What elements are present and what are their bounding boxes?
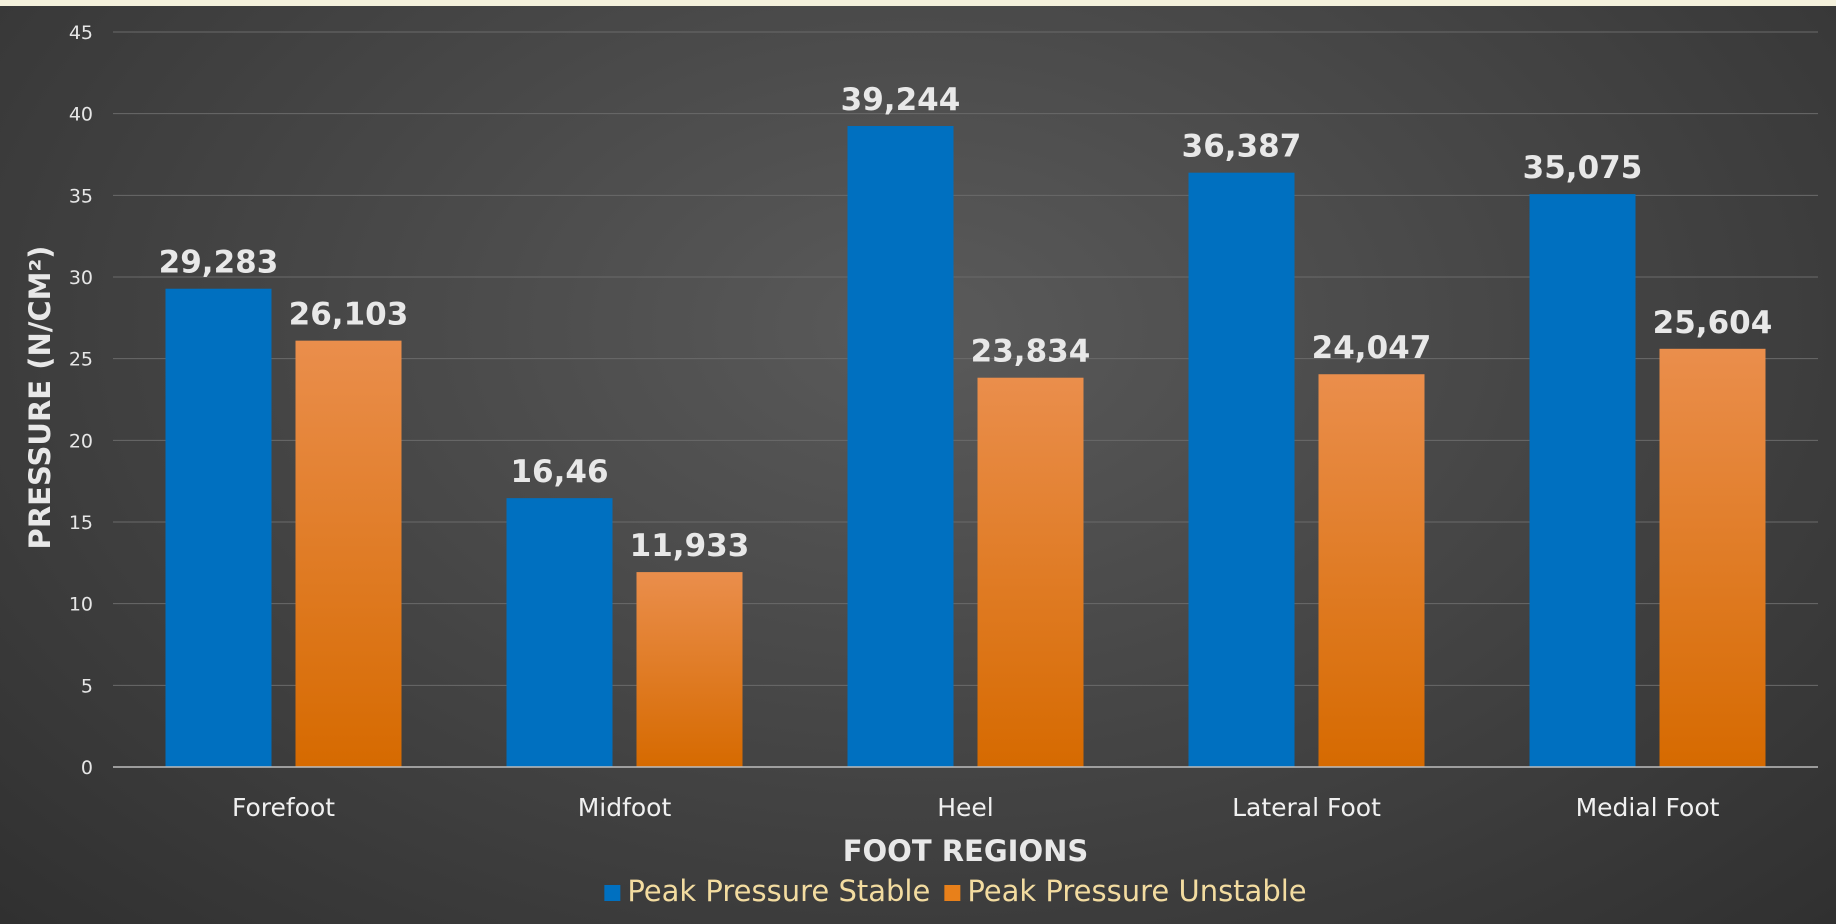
data-label: 23,834 (971, 334, 1091, 370)
legend-swatch (604, 885, 621, 901)
data-label: 29,283 (159, 245, 279, 281)
x-category-label: Lateral Foot (1232, 793, 1381, 822)
y-tick-label: 45 (69, 22, 93, 44)
data-label: 26,103 (289, 297, 409, 333)
data-labels: 29,283 26,103 16,46 11,933 39,244 23,834 36,38… (159, 82, 1773, 564)
y-tick-label: 20 (69, 430, 93, 452)
y-tick-label: 0 (81, 757, 93, 779)
y-tick-label: 10 (69, 594, 93, 616)
bar-peak-pressure-unstable-medial-foot (1659, 348, 1766, 767)
y-tick-label: 30 (69, 267, 93, 289)
bar-chart: 0 5 10 15 20 25 30 35 40 45 29,283 26,103 16,46 11,9… (23, 22, 1818, 908)
chart-panel: 0 5 10 15 20 25 30 35 40 45 29,283 26,103 16,46 11,9… (0, 6, 1836, 924)
y-tick-label: 40 (69, 104, 93, 126)
data-label: 25,604 (1653, 305, 1773, 341)
data-label: 24,047 (1312, 330, 1432, 366)
data-label: 39,244 (841, 82, 961, 118)
data-label: 36,387 (1182, 129, 1302, 165)
x-category-label: Medial Foot (1576, 793, 1720, 822)
x-axis-categories: Forefoot Midfoot Heel Lateral Foot Medial Fo… (232, 793, 1720, 822)
y-axis-title: PRESSURE (N/CM²) (23, 246, 57, 550)
bar-peak-pressure-unstable-heel (977, 377, 1084, 767)
x-axis-title: FOOT REGIONS (843, 834, 1089, 868)
data-label: 35,075 (1523, 150, 1643, 186)
bar-peak-pressure-stable-forefoot (165, 288, 272, 767)
x-category-label: Heel (937, 793, 994, 822)
legend-label: Peak Pressure Unstable (967, 874, 1306, 908)
y-axis-ticks: 0 5 10 15 20 25 30 35 40 45 (69, 22, 93, 779)
bar-peak-pressure-unstable-lateral-foot (1318, 374, 1425, 767)
legend-label: Peak Pressure Stable (627, 874, 930, 908)
bars (165, 126, 1766, 768)
bar-peak-pressure-stable-midfoot (506, 498, 613, 767)
bar-peak-pressure-stable-heel (847, 126, 954, 768)
data-label: 11,933 (630, 528, 750, 564)
data-label: 16,46 (510, 454, 608, 490)
bar-peak-pressure-stable-medial-foot (1529, 194, 1636, 767)
bar-peak-pressure-unstable-midfoot (636, 572, 743, 767)
x-category-label: Forefoot (232, 793, 335, 822)
legend: Peak Pressure Stable Peak Pressure Unstab… (604, 874, 1307, 908)
legend-swatch (944, 885, 961, 901)
bar-peak-pressure-stable-lateral-foot (1188, 172, 1295, 767)
y-tick-label: 25 (69, 349, 93, 371)
y-tick-label: 5 (81, 675, 93, 697)
y-tick-label: 35 (69, 185, 93, 207)
y-tick-label: 15 (69, 512, 93, 534)
x-category-label: Midfoot (578, 793, 672, 822)
bar-peak-pressure-unstable-forefoot (295, 340, 402, 767)
